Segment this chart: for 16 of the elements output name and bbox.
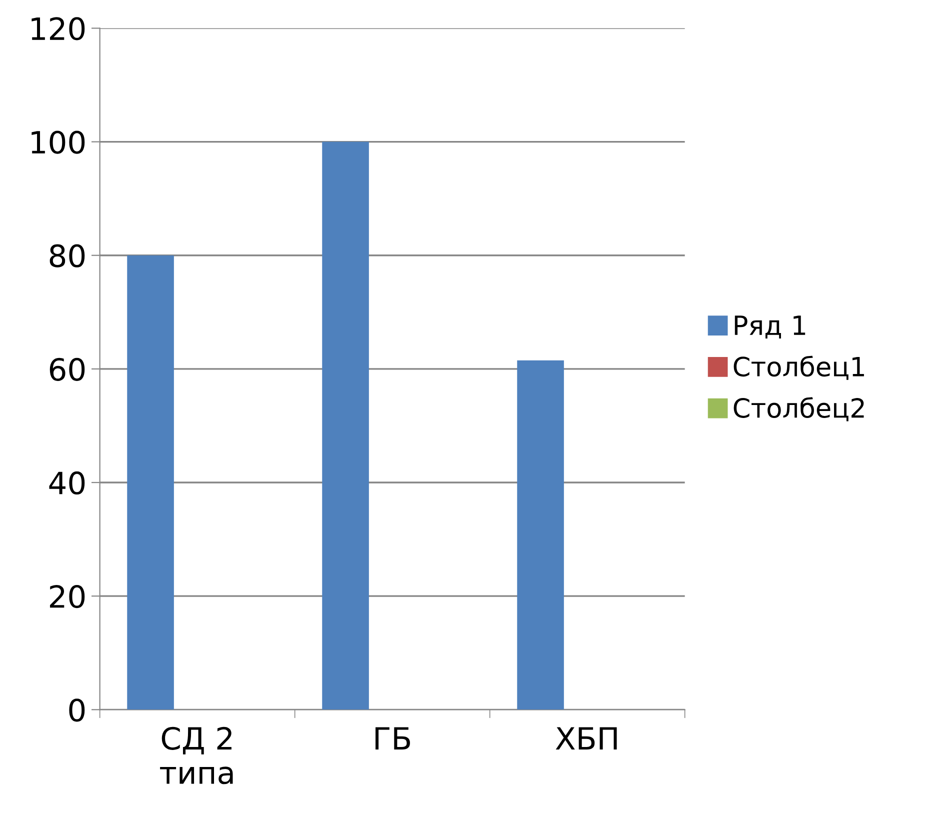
y-tick-label: 120 xyxy=(32,17,85,40)
y-tick-label: 40 xyxy=(49,471,85,495)
y-tick-label: 20 xyxy=(50,585,85,608)
bar xyxy=(127,255,174,710)
legend-label: Ряд 1 xyxy=(734,316,806,338)
bar xyxy=(322,142,369,710)
x-tick-label: СД 2 типа xyxy=(160,726,233,784)
y-tick-label: 80 xyxy=(50,244,85,268)
bar xyxy=(517,360,564,710)
legend-label: Столбец1 xyxy=(734,356,864,380)
legend-label: Столбец2 xyxy=(734,397,864,422)
y-tick-label: 0 xyxy=(69,698,85,722)
y-tick-label: 100 xyxy=(32,130,85,154)
y-tick-label: 60 xyxy=(50,358,85,381)
x-tick-label: ХБП xyxy=(556,727,617,750)
x-tick-label: ГБ xyxy=(376,727,410,750)
